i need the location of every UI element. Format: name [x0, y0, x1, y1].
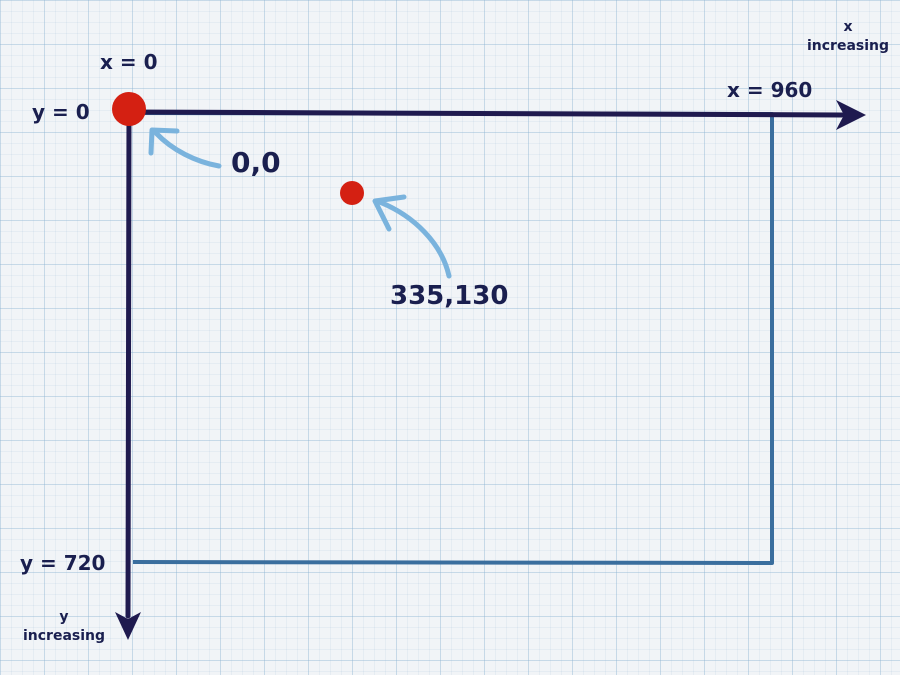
x-increasing-line-2: increasing [806, 37, 890, 54]
y-increasing-line-2: increasing [22, 627, 106, 644]
y-zero-label: y = 0 [32, 100, 90, 124]
x-axis-arrowhead [836, 100, 866, 130]
origin-point [112, 92, 146, 126]
x-axis-line [125, 109, 845, 118]
y-axis-line [125, 107, 132, 619]
x-zero-label: x = 0 [100, 50, 158, 74]
x-max-label: x = 960 [727, 78, 813, 102]
point-annotation-arrow [372, 194, 452, 279]
sample-point [340, 181, 364, 205]
screen-rectangle [132, 111, 774, 565]
y-increasing-line-1: y [59, 609, 69, 625]
y-max-label: y = 720 [20, 551, 106, 575]
x-increasing-label: x increasing [800, 18, 896, 56]
origin-coordinate-label: 0,0 [231, 146, 281, 179]
x-increasing-line-1: x [843, 19, 853, 35]
point-coordinate-label: 335,130 [390, 281, 509, 311]
origin-annotation-arrow [148, 127, 222, 169]
y-increasing-label: y increasing [14, 608, 114, 646]
y-axis-arrowhead [115, 612, 141, 640]
